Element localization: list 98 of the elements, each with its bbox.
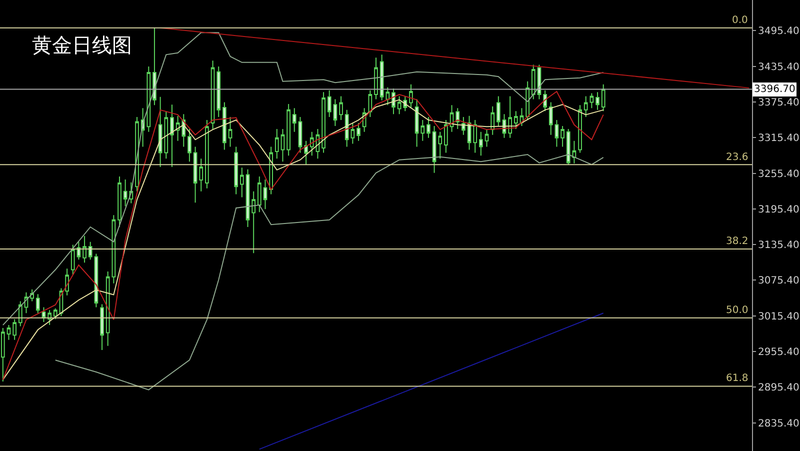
candlestick [158,96,162,168]
candlestick [222,102,226,150]
candlestick [36,294,40,314]
y-tick-label: 2955.40 [758,347,800,358]
candlestick [432,125,436,174]
y-tick-label: 3135.40 [758,240,800,252]
candlestick [356,122,360,142]
y-tick-label: 3255.40 [758,168,800,180]
candlestick [543,90,547,112]
annotation: 0.0 [732,15,748,26]
candlestick [152,27,156,106]
candlestick [188,128,192,162]
annotation: 23.6 [726,152,748,163]
y-tick-label: 3075.40 [758,276,800,287]
candlestick [409,84,413,109]
candlestick [310,131,314,156]
y-tick-label: 2835.40 [758,418,800,430]
candlestick [106,271,110,346]
candlestick [456,108,460,130]
candlestick [252,190,256,254]
candlestick [274,128,279,160]
candlestick [548,102,553,136]
candlestick [286,103,290,156]
candlestick [438,131,442,160]
candlestick [70,244,75,276]
candlestick [327,90,332,118]
candlestick [339,96,343,121]
candlestick [590,92,594,109]
candlestick [514,110,518,130]
candlestick [566,128,570,166]
y-tick-label: 3435.40 [758,62,800,73]
candlestick [554,120,559,148]
candlestick [82,235,86,264]
ref-line-label: 3396.70 [754,84,796,95]
candlestick [601,84,606,112]
candlestick [322,92,326,154]
candlestick [246,168,250,228]
candlestick [596,92,600,110]
line-series [54,154,604,390]
candlestick [263,178,268,210]
candlestick [484,128,489,148]
annotation: 50.0 [726,305,748,316]
candlestick [88,241,92,260]
candlestick [344,109,349,148]
candlestick [298,116,302,154]
candlestick [490,106,495,136]
candlestick [240,167,244,198]
candlestick [210,60,215,130]
line-series [2,32,604,326]
annotation: 38.2 [726,236,748,247]
y-tick-label: 3195.40 [758,204,800,216]
y-tick-label: 3015.40 [758,311,800,322]
candlestick [118,176,122,228]
candlestick [12,318,16,340]
annotation: 61.8 [726,373,748,384]
candlestick [304,140,308,166]
candlestick [572,140,576,164]
candlestick [462,116,466,136]
candlestick [228,116,232,148]
candlestick [65,268,69,296]
y-tick-label: 2895.40 [758,382,800,394]
candlestick [496,96,500,126]
candlestick [426,116,430,138]
candlestick [280,128,285,162]
candlestick [479,131,483,156]
candlestick [193,146,198,204]
candlestick [368,90,372,118]
candlestick [6,324,11,340]
candlestick [234,146,238,195]
candlestick [531,64,536,100]
candlestick [560,125,564,148]
candlestick [420,120,425,142]
candlestick [444,120,448,154]
candlestick [24,292,28,314]
candlestick [450,104,454,132]
candlestick [164,110,168,160]
candlestick [292,108,296,132]
text: 黄金日线图 [32,33,132,58]
candlestick [216,66,221,118]
candlestick [584,96,588,118]
candlestick [257,176,262,213]
candlestick [473,120,478,154]
candlestick [176,115,180,142]
y-tick-label: 3495.40 [758,26,800,38]
candlestick [100,304,104,350]
candlestick [350,122,355,144]
candlestick [508,96,512,138]
candlestick [170,104,174,168]
y-tick-label: 3315.40 [758,133,800,144]
candlestick [53,308,58,320]
candlestick [205,120,209,189]
y-tick-label: 3375.40 [758,97,800,108]
candlestick [48,310,52,326]
candlestick [578,104,582,154]
candlestick [199,158,204,192]
candlestick [374,57,378,100]
candlestick [414,98,419,148]
candlestick [333,98,338,126]
